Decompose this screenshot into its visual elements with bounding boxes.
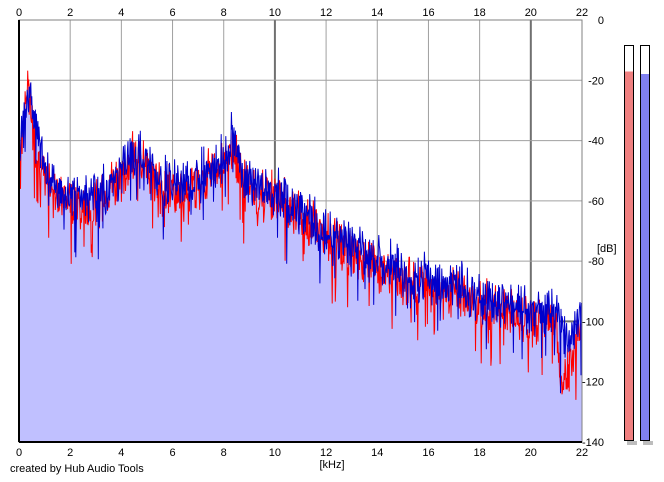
- x-tick-label-bottom: 8: [221, 447, 227, 459]
- y-tick-labels: 0 -20 -40 -60 -80 -100 -120 -140: [582, 15, 604, 449]
- x-tick-label-top: 22: [576, 7, 588, 19]
- x-tick-label-top: 18: [474, 7, 486, 19]
- spectrum-fill: [19, 70, 582, 442]
- series-lines: [18, 70, 583, 400]
- y-tick-label: -120: [582, 377, 604, 389]
- x-tick-label-bottom: 2: [67, 447, 73, 459]
- y-tick-label: -80: [588, 256, 604, 268]
- x-tick-label-top: 2: [67, 7, 73, 19]
- x-tick-label-top: 8: [221, 7, 227, 19]
- left-level-meter: [624, 45, 634, 441]
- x-tick-label-bottom: 22: [576, 447, 588, 459]
- x-tick-labels-top: 0 2 4 6 8 10 12 14 16 18 20 22: [16, 7, 588, 19]
- x-tick-label-bottom: 12: [320, 447, 332, 459]
- y-tick-label: -20: [588, 75, 604, 87]
- x-tick-label-top: 20: [525, 7, 537, 19]
- x-tick-label-bottom: 6: [169, 447, 175, 459]
- x-tick-label-top: 6: [169, 7, 175, 19]
- y-tick-label: 0: [598, 15, 604, 27]
- right-channel-line: [18, 82, 583, 394]
- right-level-meter: [640, 45, 650, 441]
- y-tick-label: -140: [582, 437, 604, 449]
- spectrum-fill-area: [19, 70, 582, 442]
- x-tick-label-bottom: 20: [525, 447, 537, 459]
- x-tick-label-bottom: 18: [474, 447, 486, 459]
- y-tick-label: -100: [582, 316, 604, 328]
- x-tick-label-top: 16: [422, 7, 434, 19]
- right-meter-shadow: [643, 441, 653, 445]
- x-tick-label-bottom: 0: [16, 447, 22, 459]
- x-tick-label-top: 14: [371, 7, 383, 19]
- x-tick-label-bottom: 10: [269, 447, 281, 459]
- x-tick-label-top: 12: [320, 7, 332, 19]
- left-meter-shadow: [627, 441, 637, 445]
- x-tick-label-top: 4: [118, 7, 124, 19]
- plot-frame: [18, 19, 583, 443]
- x-tick-label-top: 0: [16, 7, 22, 19]
- y-axis-label: [dB]: [597, 243, 617, 255]
- x-tick-label-bottom: 4: [118, 447, 124, 459]
- x-tick-label-top: 10: [269, 7, 281, 19]
- y-tick-label: -60: [588, 196, 604, 208]
- y-tick-label: -40: [588, 136, 604, 148]
- x-tick-label-bottom: 16: [422, 447, 434, 459]
- credit-text: created by Hub Audio Tools: [10, 463, 144, 475]
- x-tick-label-bottom: 14: [371, 447, 383, 459]
- x-tick-labels-bottom: 0 2 4 6 8 10 12 14 16 18 20 22: [16, 447, 588, 459]
- x-axis-label: [kHz]: [319, 459, 344, 471]
